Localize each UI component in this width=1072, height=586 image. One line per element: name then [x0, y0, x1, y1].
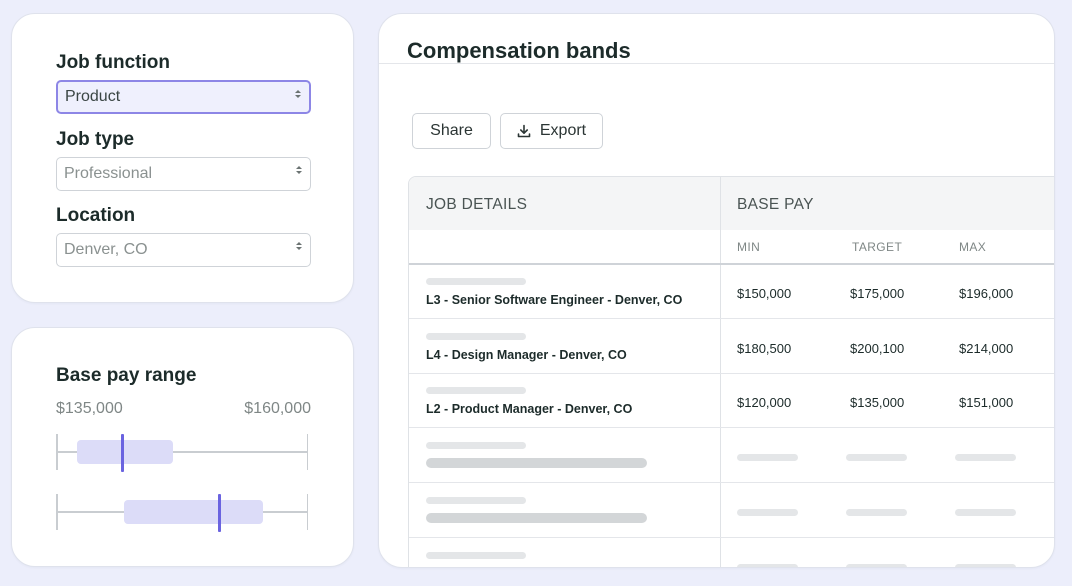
row-divider — [409, 427, 1054, 428]
location-value: Denver, CO — [64, 241, 148, 258]
table-row[interactable]: L4 - Design Manager - Denver, CO $180,50… — [409, 319, 1054, 373]
target-pay: $175,000 — [850, 286, 905, 301]
select-caret-icon — [296, 166, 302, 174]
column-divider — [720, 177, 721, 567]
skeleton-cell — [955, 509, 1016, 516]
base-pay-range-card: Base pay range $135,000 $160,000 — [11, 327, 354, 567]
header-divider — [409, 263, 1054, 265]
skeleton-cell — [955, 564, 1016, 567]
subheader-min: MIN — [737, 240, 761, 254]
job-type-select[interactable]: Professional — [56, 157, 311, 191]
range-axis — [56, 451, 308, 453]
skeleton-cell — [737, 509, 798, 516]
range-cap-left — [56, 434, 58, 470]
skeleton-line — [426, 442, 526, 449]
skeleton-line — [426, 387, 526, 394]
range-bar-2 — [56, 494, 308, 532]
table-row[interactable]: L3 - Senior Software Engineer - Denver, … — [409, 264, 1054, 318]
job-type-value: Professional — [64, 165, 153, 182]
skeleton-row — [409, 538, 1054, 567]
target-pay: $200,100 — [850, 341, 905, 356]
range-cap-right — [306, 494, 308, 530]
job-function-select[interactable]: Product — [56, 80, 311, 114]
min-pay: $180,500 — [737, 341, 792, 356]
download-icon — [517, 124, 531, 138]
share-button-label: Share — [430, 122, 473, 139]
skeleton-line — [426, 278, 526, 285]
min-pay: $120,000 — [737, 395, 792, 410]
skeleton-line — [426, 497, 526, 504]
subheader-target: TARGET — [852, 240, 903, 254]
range-cap-left — [56, 494, 58, 530]
column-header-job-details[interactable]: JOB DETAILS — [426, 196, 528, 213]
table-row[interactable]: L2 - Product Manager - Denver, CO $120,0… — [409, 373, 1054, 427]
job-function-label: Job function — [56, 52, 170, 73]
max-pay: $196,000 — [959, 286, 1014, 301]
location-select[interactable]: Denver, CO — [56, 233, 311, 267]
range-band — [77, 440, 173, 464]
range-marker — [121, 434, 124, 472]
table-header — [409, 177, 1054, 230]
skeleton-cell — [846, 509, 907, 516]
range-bar-1 — [56, 434, 308, 472]
skeleton-cell — [737, 564, 798, 567]
location-label: Location — [56, 205, 136, 226]
skeleton-cell — [955, 454, 1016, 461]
skeleton-row — [409, 428, 1054, 482]
job-function-value: Product — [65, 88, 121, 105]
share-button[interactable]: Share — [412, 113, 491, 149]
range-max-label: $160,000 — [244, 400, 311, 417]
target-pay: $135,000 — [850, 395, 905, 410]
row-divider — [409, 373, 1054, 374]
job-name: L2 - Product Manager - Denver, CO — [426, 402, 633, 416]
row-divider — [409, 482, 1054, 483]
range-marker — [218, 494, 221, 532]
title-divider — [379, 63, 1054, 64]
range-cap-right — [306, 434, 308, 470]
export-button[interactable]: Export — [500, 113, 603, 149]
job-name: L4 - Design Manager - Denver, CO — [426, 348, 627, 362]
skeleton-cell — [846, 454, 907, 461]
range-min-label: $135,000 — [56, 400, 123, 417]
max-pay: $151,000 — [959, 395, 1014, 410]
skeleton-cell — [737, 454, 798, 461]
export-button-label: Export — [539, 122, 587, 139]
skeleton-cell — [846, 564, 907, 567]
job-name: L3 - Senior Software Engineer - Denver, … — [426, 293, 683, 307]
range-band — [124, 500, 263, 524]
job-type-label: Job type — [56, 129, 135, 150]
row-divider — [409, 537, 1054, 538]
skeleton-row — [409, 483, 1054, 537]
skeleton-line — [426, 333, 526, 340]
select-caret-icon — [295, 90, 301, 98]
row-divider — [409, 318, 1054, 319]
select-caret-icon — [296, 242, 302, 250]
skeleton-line — [426, 513, 647, 523]
skeleton-line — [426, 458, 647, 468]
filters-card: Job function Product Job type Profession… — [11, 13, 354, 303]
skeleton-line — [426, 552, 526, 559]
base-pay-range-title: Base pay range — [56, 365, 197, 386]
column-header-base-pay[interactable]: BASE PAY — [737, 196, 814, 213]
max-pay: $214,000 — [959, 341, 1014, 356]
compensation-bands-card: Compensation bands Share Export JOB DETA… — [378, 13, 1055, 568]
min-pay: $150,000 — [737, 286, 792, 301]
subheader-max: MAX — [959, 240, 987, 254]
compensation-table: JOB DETAILS BASE PAY MIN TARGET MAX L3 -… — [408, 176, 1054, 567]
page-title: Compensation bands — [407, 38, 631, 63]
